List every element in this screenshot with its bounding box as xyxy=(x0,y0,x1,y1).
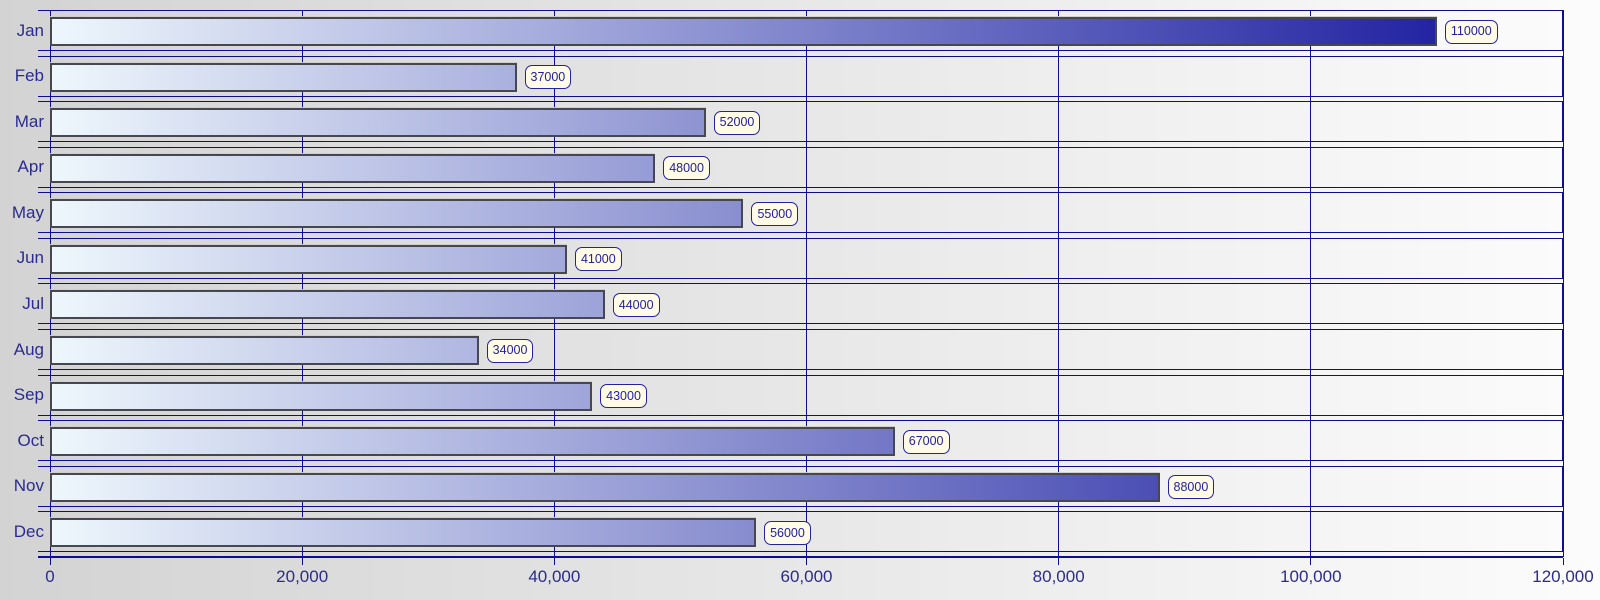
chart-row: 34000 xyxy=(38,329,1563,371)
chart-row: 43000 xyxy=(38,374,1563,416)
y-axis-label: Jul xyxy=(22,293,44,313)
bar-value-label: 88000 xyxy=(1167,475,1215,500)
bar-value-label: 41000 xyxy=(574,247,622,272)
y-axis-label: May xyxy=(11,202,44,222)
bar xyxy=(50,381,593,411)
y-axis-label: Apr xyxy=(17,157,44,177)
chart-row: 52000 xyxy=(38,101,1563,143)
chart-row: 56000 xyxy=(38,511,1563,553)
x-axis-tick xyxy=(806,557,807,565)
bar-value-label: 44000 xyxy=(612,292,660,317)
x-axis-tick xyxy=(1058,557,1060,565)
bar-value-label: 56000 xyxy=(764,520,811,545)
bar xyxy=(50,17,1437,46)
bar xyxy=(50,62,517,92)
bar xyxy=(50,427,895,457)
bar xyxy=(50,244,567,274)
chart-row: 88000 xyxy=(38,465,1563,507)
bar xyxy=(50,108,706,138)
y-axis-label: Mar xyxy=(14,111,44,131)
bar-value-label: 43000 xyxy=(600,384,647,409)
bar-value-label: 48000 xyxy=(663,156,710,181)
bar xyxy=(50,518,757,548)
y-axis-label: Aug xyxy=(13,339,44,359)
x-axis-tick xyxy=(1310,557,1312,565)
chart-row: 44000 xyxy=(38,283,1563,325)
x-axis-tick-label: 60,000 xyxy=(780,567,833,586)
chart-row: 67000 xyxy=(38,420,1563,462)
x-axis-tick-label: 100,000 xyxy=(1280,567,1342,586)
y-axis-label: Jun xyxy=(16,248,44,268)
chart-row: 110000 xyxy=(38,10,1563,51)
x-axis-tick-label: 40,000 xyxy=(528,567,581,586)
x-axis-tick-label: 80,000 xyxy=(1032,567,1085,586)
bar xyxy=(50,336,479,366)
bar-value-label: 37000 xyxy=(524,65,572,90)
x-axis-tick-label: 0 xyxy=(45,567,55,586)
bar-value-label: 110000 xyxy=(1444,19,1498,44)
chart-row: 37000 xyxy=(38,55,1563,97)
chart-row: 55000 xyxy=(38,192,1563,234)
bar xyxy=(50,199,744,229)
bar xyxy=(50,472,1160,502)
x-axis-line xyxy=(38,555,1563,558)
x-axis-tick xyxy=(301,557,303,565)
y-axis-label: Nov xyxy=(13,476,44,496)
y-axis-label: Dec xyxy=(13,521,44,541)
y-axis-label: Oct xyxy=(17,430,44,450)
gridline xyxy=(1562,10,1564,557)
bar-value-label: 67000 xyxy=(902,429,950,454)
y-axis-label: Feb xyxy=(14,66,44,86)
chart-row: 48000 xyxy=(38,146,1563,188)
x-axis-tick-label: 120,000 xyxy=(1532,567,1594,586)
bar-value-label: 34000 xyxy=(486,338,534,363)
bar xyxy=(50,153,656,183)
x-axis-tick xyxy=(553,557,555,565)
y-axis-label: Jan xyxy=(16,20,44,40)
chart-row: 41000 xyxy=(38,237,1563,279)
bar-value-label: 55000 xyxy=(751,201,799,226)
x-axis-tick xyxy=(49,557,51,565)
bar-value-label: 52000 xyxy=(713,110,761,135)
x-axis-tick-label: 20,000 xyxy=(276,567,329,586)
bar xyxy=(50,290,605,320)
x-axis-tick xyxy=(1562,557,1564,565)
y-axis-label: Sep xyxy=(13,385,44,405)
